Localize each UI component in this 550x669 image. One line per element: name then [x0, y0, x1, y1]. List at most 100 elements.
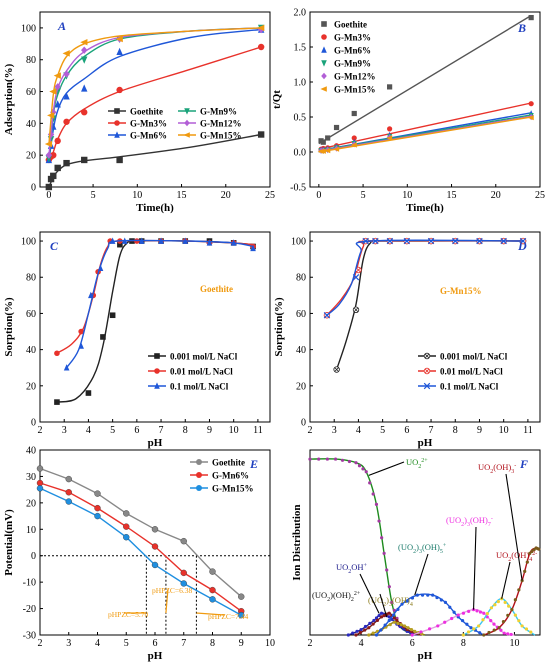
- panel-D-legend-marker: [423, 382, 431, 390]
- panel-C-point: [78, 342, 84, 349]
- panel-E-legend-marker: [196, 485, 202, 491]
- panel-F-point: [405, 599, 409, 603]
- panel-A-series-5: [44, 24, 265, 148]
- panel-F-label-uo23oh5-part: 5: [440, 549, 443, 555]
- panel-F-point: [461, 611, 466, 615]
- panel-E-ytick-label: 0: [31, 551, 36, 562]
- panel-A-xtick-label: 5: [91, 190, 96, 201]
- panel-F-label-uo23oh7-part: 2: [461, 522, 464, 528]
- panel-C-fit-line: [56, 239, 254, 354]
- panel-E-ytick-label: 10: [26, 525, 36, 536]
- panel-C-legend-label: 0.001 mol/L NaCl: [170, 352, 238, 362]
- panel-D: 2 3 4 5 6 7 8 9 10 11 0 20 40 60 80 100 pH Sorption(%) D G-…: [273, 231, 541, 449]
- panel-F-point: [375, 618, 380, 622]
- panel-C-ylabel: Sorption(%): [3, 297, 15, 357]
- panel-A-point: [257, 43, 265, 51]
- panel-F-arrow: [368, 461, 405, 476]
- panel-A-point: [54, 100, 61, 108]
- panel-C-xtick-label: 11: [253, 425, 263, 436]
- panel-E-xtick-label: 4: [95, 638, 100, 649]
- panel-D-ytick-label: 40: [296, 345, 306, 356]
- panel-F-point: [475, 609, 479, 613]
- panel-F-point: [461, 633, 465, 637]
- panel-F-label-uo23oh7-part: (UO: [446, 515, 461, 525]
- panel-F-label-uo2oh-part: UO: [336, 562, 348, 572]
- panel-C-series-1: [54, 238, 256, 357]
- panel-B-legend-label: G-Mn3%: [334, 33, 371, 43]
- panel-A-ytick-label: 80: [26, 55, 36, 66]
- panel-F-point: [379, 611, 384, 615]
- panel-C-point: [54, 399, 60, 405]
- panel-F-xtick-label: 8: [461, 638, 466, 649]
- panel-B-legend: Goethite G-Mn3% G-Mn6% G-Mn9% G-Mn12% G-Mn15%: [320, 20, 376, 95]
- panel-F-point: [502, 631, 506, 635]
- panel-E-line: [39, 482, 242, 612]
- panel-D-series-2: [323, 237, 527, 319]
- panel-A-point: [257, 131, 265, 138]
- panel-A-point: [81, 156, 88, 164]
- panel-A-point: [50, 172, 57, 180]
- panel-F-point: [419, 630, 423, 634]
- panel-D-xtick-label: 5: [380, 425, 385, 436]
- panel-E-point: [94, 490, 101, 497]
- panel-F-point: [396, 607, 400, 611]
- panel-B-point: [387, 126, 393, 132]
- panel-F-point: [443, 600, 448, 604]
- panel-D-point: [352, 274, 360, 281]
- panel-A-series-0: [45, 131, 265, 191]
- panel-E-point: [65, 498, 72, 505]
- panel-C-point: [88, 291, 94, 299]
- panel-F-point: [406, 626, 410, 630]
- panel-A-point: [44, 140, 53, 148]
- panel-F-point: [368, 481, 372, 485]
- panel-E-xtick-label: 9: [239, 638, 244, 649]
- panel-F-label-uo2oh4-part: (OH): [511, 550, 529, 560]
- panel-F-species-4: [374, 593, 485, 637]
- panel-F-point: [452, 610, 456, 614]
- panel-A-point: [81, 109, 88, 116]
- panel-F-species-7: [482, 546, 541, 637]
- panel-E-point: [238, 611, 245, 619]
- panel-F-point: [346, 633, 350, 637]
- panel-F-label-uo23oh7-part: 7: [488, 522, 491, 528]
- panel-C-point: [85, 390, 92, 396]
- panel-C-point: [206, 239, 213, 246]
- panel-F-point: [499, 628, 503, 632]
- panel-D-xtick-label: 2: [308, 425, 313, 436]
- panel-B-xtick-label: 25: [535, 190, 545, 201]
- panel-E-xtick-label: 5: [124, 638, 129, 649]
- panel-F-label-uo2-part: 2+: [421, 458, 428, 464]
- panel-C-point: [117, 241, 123, 248]
- panel-C-point: [97, 264, 104, 271]
- panel-D-point: [352, 306, 360, 314]
- panel-A-xtick-label: 20: [221, 190, 231, 201]
- panel-A-point: [116, 47, 123, 55]
- panel-F-point: [426, 593, 430, 597]
- panel-B-xtick-label: 20: [491, 190, 501, 201]
- panel-A-legend-label: Goethite: [130, 107, 163, 117]
- panel-B-legend-label: G-Mn9%: [334, 59, 371, 69]
- panel-B-ylabel: t/Qt: [271, 90, 283, 109]
- panel-E-pzc-arrow: [196, 612, 225, 616]
- panel-D-xtick-label: 10: [499, 425, 509, 436]
- panel-F-label-uo23oh4-part: (UO: [368, 595, 383, 605]
- panel-A-ylabel: Adsorption(%): [3, 63, 15, 135]
- panel-A-point: [116, 86, 123, 94]
- panel-F-label-uo23oh4-part: 3: [389, 602, 392, 608]
- panel-F-label-uo2-part: UO: [406, 457, 418, 467]
- panel-F-letter: F: [519, 457, 528, 471]
- panel-F-point: [435, 595, 439, 600]
- panel-E-xtick-label: 7: [181, 638, 186, 649]
- panel-F-label-uo2oh: UO2OH+: [336, 562, 368, 575]
- panel-E-line: [39, 467, 242, 598]
- panel-E-point: [151, 526, 159, 533]
- panel-C-frame: [39, 231, 271, 423]
- panel-A-point: [49, 88, 57, 95]
- panel-E-point: [180, 569, 187, 577]
- panel-D-ytick-label: 20: [296, 381, 306, 392]
- panel-A-legend-marker: [184, 108, 190, 115]
- panel-F-point: [372, 618, 376, 623]
- panel-B-point: [528, 101, 534, 107]
